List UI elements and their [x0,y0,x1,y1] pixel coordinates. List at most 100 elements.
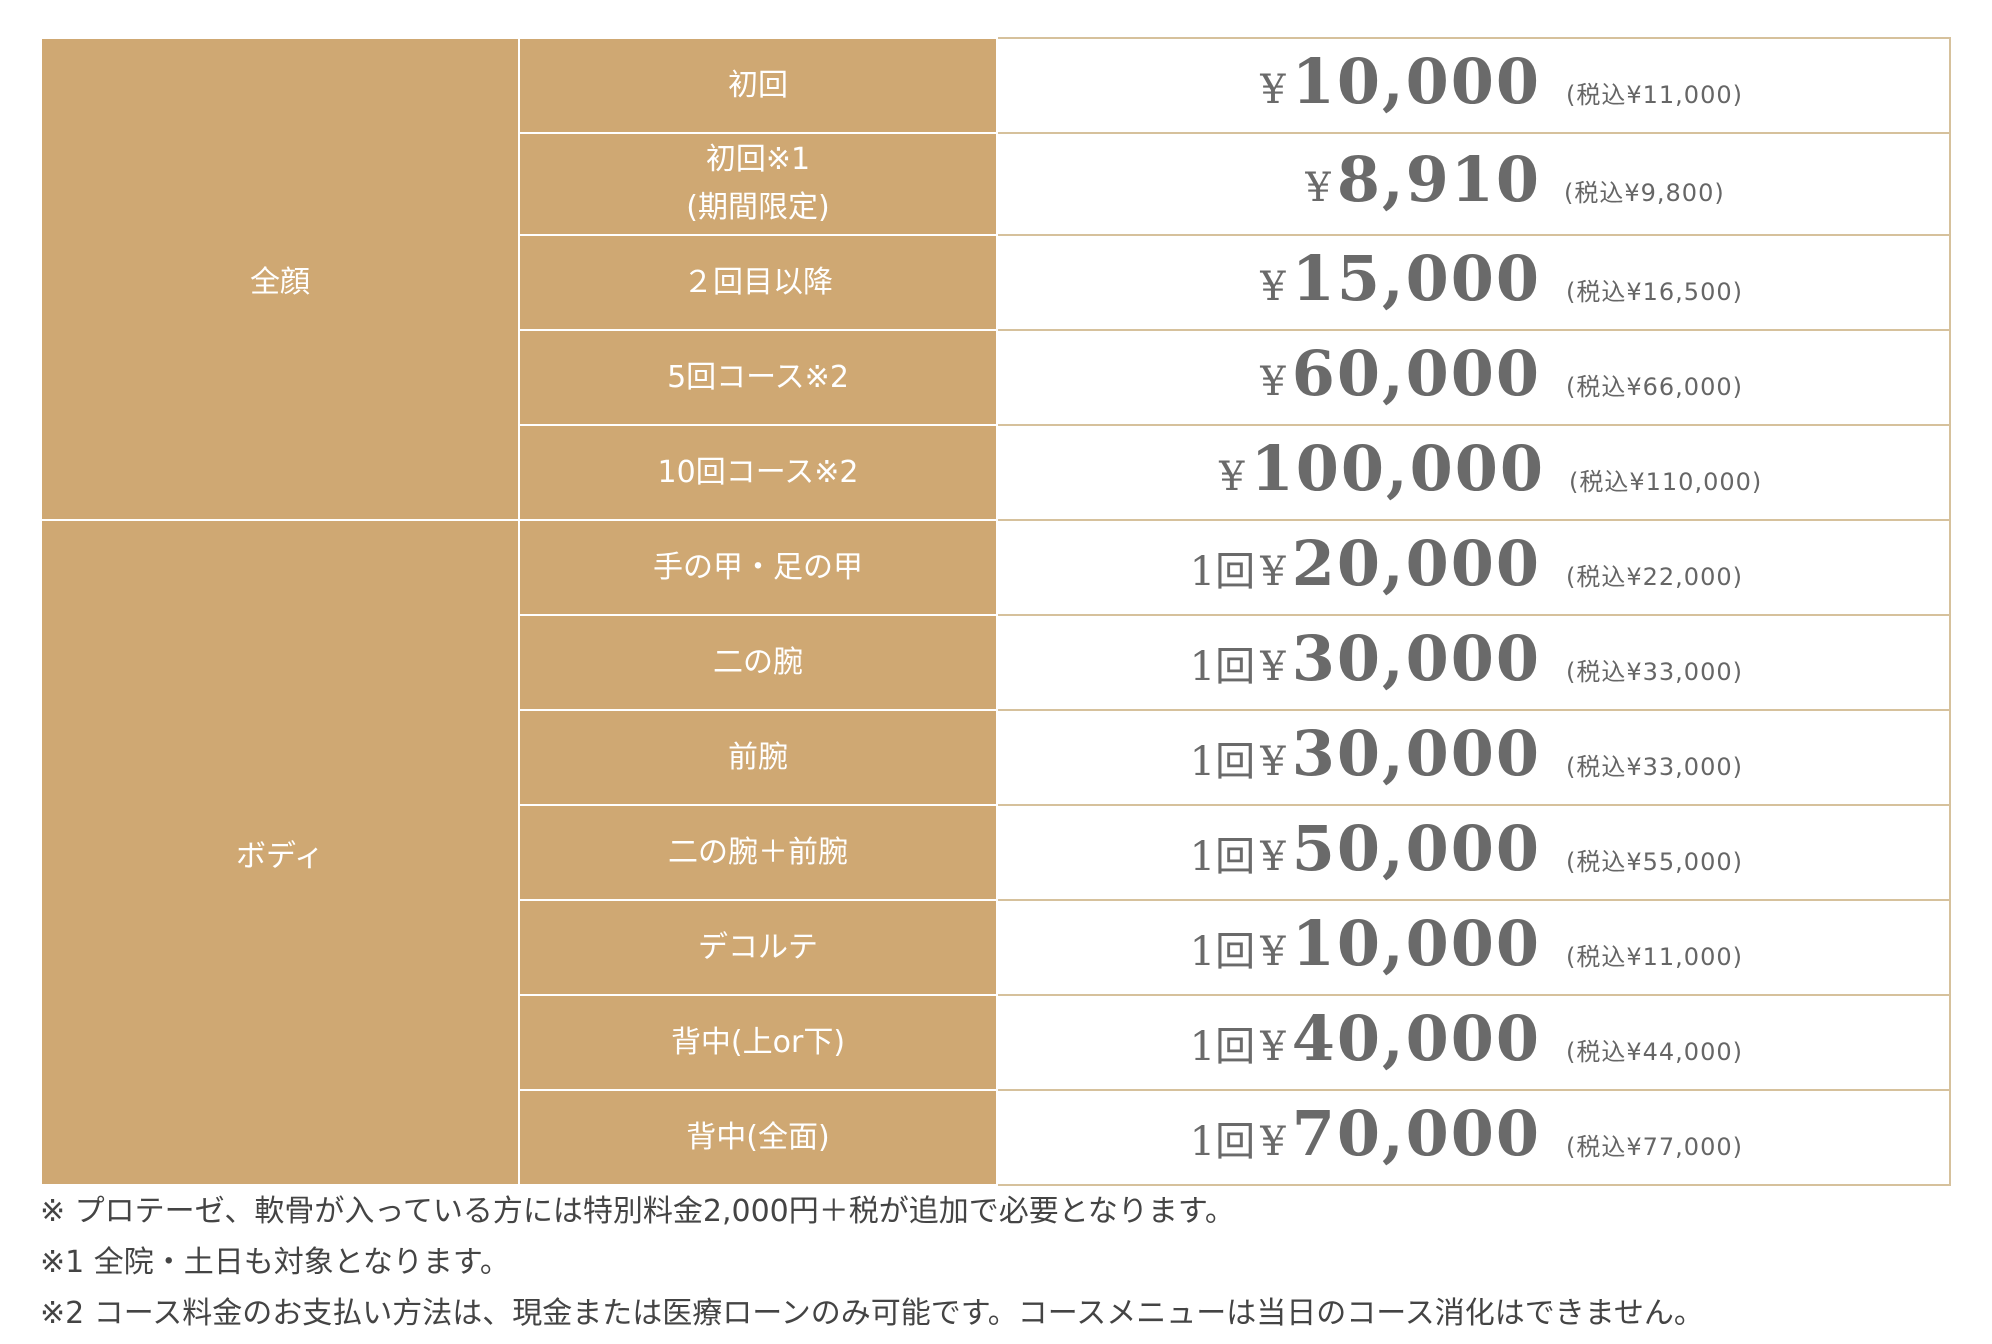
tax-included-price: (税込¥44,000) [1566,1038,1743,1066]
item-cell: 初回 [518,37,998,134]
price-cell: 1回 ¥50,000 (税込¥55,000) [996,804,1951,901]
item-label: 二の腕 [713,644,803,680]
price-value: ¥15,000 [1260,242,1541,315]
table-row: 初回※1 (期間限定) ¥8,910 (税込¥9,800) [41,132,1951,236]
tax-included-price: (税込¥55,000) [1566,848,1743,876]
yen-sign: ¥ [1260,929,1286,975]
category-label: ボディ [236,838,324,874]
yen-sign: ¥ [1305,165,1331,211]
table-row: デコルテ 1回 ¥10,000 (税込¥11,000) [41,899,1951,996]
item-label: 初回※1 [705,142,811,177]
price-amount: 10,000 [1291,45,1541,118]
per-session-label: 1回 [1189,739,1256,785]
tax-included-price: (税込¥22,000) [1566,563,1743,591]
item-label: 二の腕＋前腕 [668,834,848,870]
yen-sign: ¥ [1260,1024,1286,1070]
footnotes: ※ プロテーゼ、軟骨が入っている方には特別料金2,000円＋税が追加で必要となり… [40,1186,1950,1339]
price-value: 1回 ¥10,000 [1190,907,1541,980]
yen-sign: ¥ [1260,359,1286,405]
price-table: 全顔 初回 ¥10,000 (税込¥11,000) 初回※1 (期間限定) ¥8,… [40,37,1951,1186]
yen-sign: ¥ [1260,1119,1286,1165]
tax-included-price: (税込¥33,000) [1566,753,1743,781]
table-row: ボディ 手の甲・足の甲 1回 ¥20,000 (税込¥22,000) [40,519,1951,1186]
table-row: 前腕 1回 ¥30,000 (税込¥33,000) [41,709,1951,806]
table-row: 二の腕＋前腕 1回 ¥50,000 (税込¥55,000) [41,804,1951,901]
item-cell: 10回コース※2 [518,424,998,521]
table-row: 5回コース※2 ¥60,000 (税込¥66,000) [41,329,1951,426]
item-cell: 背中(全面) [518,1089,998,1186]
item-cell: 二の腕 [518,614,998,711]
footnote-2: ※2 コース料金のお支払い方法は、現金または医療ローンのみ可能です。コースメニュ… [40,1296,1704,1331]
item-cell: 二の腕＋前腕 [518,804,998,901]
price-cell: ¥60,000 (税込¥66,000) [996,329,1951,426]
price-value: 1回 ¥50,000 [1190,812,1541,885]
price-amount: 50,000 [1291,812,1541,885]
item-cell: 5回コース※2 [518,329,998,426]
yen-sign: ¥ [1260,264,1286,310]
yen-sign: ¥ [1260,549,1286,595]
item-label: 手の甲・足の甲 [653,549,863,585]
price-amount: 10,000 [1291,907,1541,980]
table-row: 背中(全面) 1回 ¥70,000 (税込¥77,000) [41,1089,1951,1186]
per-session-label: 1回 [1189,834,1256,880]
table-row: 背中(上or下) 1回 ¥40,000 (税込¥44,000) [41,994,1951,1091]
price-cell: 1回 ¥10,000 (税込¥11,000) [996,899,1951,996]
price-amount: 100,000 [1250,432,1545,505]
item-label: 10回コース※2 [657,454,859,490]
tax-included-price: (税込¥9,800) [1564,179,1725,207]
tax-included-price: (税込¥11,000) [1566,81,1743,109]
price-value: 1回 ¥20,000 [1190,527,1541,600]
item-cell: 初回※1 (期間限定) [518,132,998,236]
per-session-label: 1回 [1189,1024,1256,1070]
price-value: 1回 ¥30,000 [1190,717,1541,790]
item-label: 初回 [728,67,788,103]
price-value: ¥8,910 [1305,143,1541,216]
yen-sign: ¥ [1260,834,1286,880]
price-cell: ¥100,000 (税込¥110,000) [996,424,1951,521]
price-cell: 1回 ¥30,000 (税込¥33,000) [996,614,1951,711]
price-value: ¥10,000 [1260,45,1541,118]
price-amount: 40,000 [1291,1002,1541,1075]
yen-sign: ¥ [1219,454,1245,500]
item-cell: ２回目以降 [518,234,998,331]
price-value: 1回 ¥70,000 [1190,1097,1541,1170]
price-value: 1回 ¥30,000 [1190,622,1541,695]
per-session-label: 1回 [1189,1119,1256,1165]
price-amount: 8,910 [1336,143,1541,216]
yen-sign: ¥ [1260,67,1286,113]
tax-included-price: (税込¥66,000) [1566,373,1743,401]
item-cell: デコルテ [518,899,998,996]
table-row: 10回コース※2 ¥100,000 (税込¥110,000) [41,424,1951,521]
per-session-label: 1回 [1189,644,1256,690]
category-cell-face: 全顔 [40,37,520,521]
table-row: ２回目以降 ¥15,000 (税込¥16,500) [41,234,1951,331]
yen-sign: ¥ [1260,739,1286,785]
table-row: 二の腕 1回 ¥30,000 (税込¥33,000) [41,614,1951,711]
tax-included-price: (税込¥77,000) [1566,1133,1743,1161]
footnote-1: ※1 全院・土日も対象となります。 [40,1245,510,1280]
item-label: ２回目以降 [683,264,833,300]
price-amount: 60,000 [1291,337,1541,410]
price-amount: 30,000 [1291,717,1541,790]
price-amount: 20,000 [1291,527,1541,600]
price-value: ¥100,000 [1219,432,1545,505]
price-cell: ¥8,910 (税込¥9,800) [996,132,1951,236]
item-cell: 手の甲・足の甲 [518,519,998,616]
category-cell-body: ボディ [40,519,520,1186]
tax-included-price: (税込¥33,000) [1566,658,1743,686]
item-label: 前腕 [728,739,788,775]
per-session-label: 1回 [1189,549,1256,595]
item-cell: 前腕 [518,709,998,806]
item-label: デコルテ [698,929,818,965]
price-cell: 1回 ¥40,000 (税込¥44,000) [996,994,1951,1091]
item-cell: 背中(上or下) [518,994,998,1091]
tax-included-price: (税込¥110,000) [1569,468,1763,496]
per-session-label: 1回 [1189,929,1256,975]
footnote-general: ※ プロテーゼ、軟骨が入っている方には特別料金2,000円＋税が追加で必要となり… [40,1194,1235,1229]
price-value: ¥60,000 [1260,337,1541,410]
price-cell: 1回 ¥20,000 (税込¥22,000) [996,519,1951,616]
item-label: 背中(全面) [686,1119,830,1155]
price-amount: 30,000 [1291,622,1541,695]
price-amount: 70,000 [1291,1097,1541,1170]
price-amount: 15,000 [1291,242,1541,315]
